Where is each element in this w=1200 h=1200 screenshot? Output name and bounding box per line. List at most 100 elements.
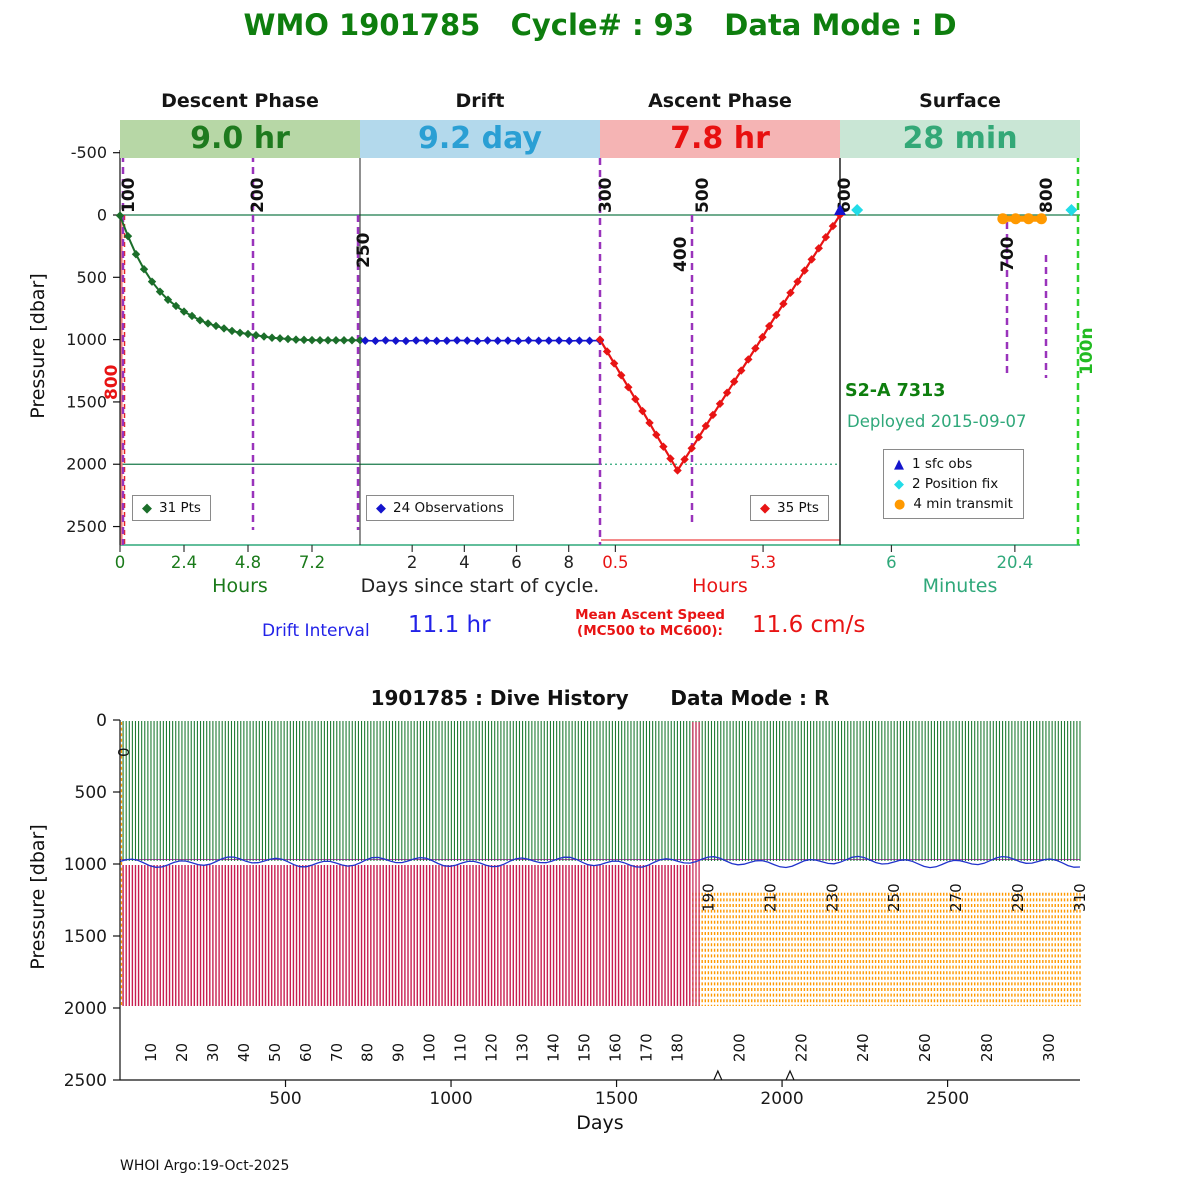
svg-text:2: 2: [407, 553, 418, 572]
legend-descent-label: 31 Pts: [159, 500, 201, 516]
ascent-speed-label-line1: Mean Ascent Speed: [575, 607, 725, 623]
axis-label-ascent-hours: Hours: [692, 575, 748, 597]
svg-text:230: 230: [823, 883, 841, 912]
phase-name-ascent: Ascent Phase: [648, 90, 792, 112]
svg-text:60: 60: [297, 1043, 315, 1062]
svg-text:110: 110: [452, 1033, 470, 1062]
ascent-speed-label: Mean Ascent Speed (MC500 to MC600):: [540, 607, 760, 639]
svg-text:180: 180: [668, 1033, 686, 1062]
svg-text:800: 800: [102, 364, 122, 400]
svg-text:90: 90: [390, 1043, 408, 1062]
svg-text:20.4: 20.4: [996, 553, 1033, 572]
diamond-icon: ◆: [376, 500, 386, 516]
svg-text:240: 240: [854, 1033, 872, 1062]
top-chart-ylabel: Pressure [dbar]: [27, 273, 49, 419]
svg-text:280: 280: [978, 1033, 996, 1062]
svg-text:1500: 1500: [64, 927, 107, 947]
svg-text:2.4: 2.4: [171, 553, 197, 572]
svg-text:500: 500: [693, 177, 713, 213]
svg-text:130: 130: [514, 1033, 532, 1062]
diamond-icon: ◆: [760, 500, 770, 516]
diamond-icon: ◆: [142, 500, 152, 516]
svg-text:120: 120: [483, 1033, 501, 1062]
min-transmit-label: 4 min transmit: [913, 496, 1013, 512]
phase-name-descent: Descent Phase: [161, 90, 319, 112]
svg-text:80: 80: [359, 1043, 377, 1062]
legend-ascent-label: 35 Pts: [777, 500, 819, 516]
ascent-speed-value: 11.6 cm/s: [752, 612, 866, 638]
sfc-obs-label: 1 sfc obs: [912, 456, 973, 472]
band-ascent: 7.8 hr: [600, 120, 840, 158]
svg-text:210: 210: [761, 883, 779, 912]
svg-text:200: 200: [730, 1033, 748, 1062]
surface-duration: 28 min: [902, 121, 1018, 156]
svg-text:250: 250: [354, 232, 374, 268]
svg-text:190: 190: [699, 883, 717, 912]
axis-label-descent-hours: Hours: [212, 575, 268, 597]
deployed-date: Deployed 2015-09-07: [847, 412, 1027, 431]
legend-row-sfc-obs: ▲ 1 sfc obs: [894, 456, 1013, 472]
diamond-icon: ◆: [894, 476, 904, 492]
svg-text:5.3: 5.3: [750, 553, 776, 572]
footer-credit: WHOI Argo:19-Oct-2025: [120, 1158, 290, 1174]
svg-text:20: 20: [173, 1043, 191, 1062]
surface-legend: ▲ 1 sfc obs ◆ 2 Position fix ● 4 min tra…: [883, 449, 1024, 519]
svg-text:250: 250: [885, 883, 903, 912]
svg-text:2500: 2500: [66, 517, 107, 536]
svg-text:8: 8: [563, 553, 574, 572]
svg-text:2000: 2000: [64, 999, 107, 1019]
page-title: WMO 1901785 Cycle# : 93 Data Mode : D: [243, 8, 957, 42]
svg-text:500: 500: [269, 1089, 301, 1109]
svg-text:600: 600: [835, 177, 855, 213]
circle-icon: ●: [894, 496, 906, 512]
svg-text:700: 700: [998, 236, 1018, 272]
svg-text:1000: 1000: [66, 330, 107, 349]
bottom-chart-ylabel: Pressure [dbar]: [27, 824, 49, 970]
band-drift: 9.2 day: [360, 120, 600, 158]
svg-text:140: 140: [545, 1033, 563, 1062]
svg-text:0: 0: [115, 553, 126, 572]
svg-text:100n: 100n: [1077, 327, 1097, 375]
svg-text:170: 170: [637, 1033, 655, 1062]
dive-history-title: 1901785 : Dive History Data Mode : R: [370, 686, 830, 710]
descent-duration: 9.0 hr: [190, 121, 290, 156]
svg-text:100: 100: [119, 177, 139, 213]
phase-name-surface: Surface: [919, 90, 1001, 112]
bottom-chart-xlabel: Days: [576, 1112, 624, 1134]
svg-text:2000: 2000: [66, 455, 107, 474]
svg-text:200: 200: [248, 177, 268, 213]
svg-text:70: 70: [328, 1043, 346, 1062]
svg-text:10: 10: [142, 1043, 160, 1062]
svg-text:290: 290: [1009, 883, 1027, 912]
svg-text:500: 500: [76, 268, 107, 287]
svg-text:400: 400: [671, 236, 691, 272]
phase-name-drift: Drift: [455, 90, 505, 112]
svg-text:1000: 1000: [429, 1089, 472, 1109]
svg-text:30: 30: [204, 1043, 222, 1062]
svg-text:160: 160: [606, 1033, 624, 1062]
svg-text:7.2: 7.2: [299, 553, 325, 572]
axis-label-surface-minutes: Minutes: [922, 575, 998, 597]
legend-row-position-fix: ◆ 2 Position fix: [894, 476, 1013, 492]
drift-interval-label: Drift Interval: [262, 621, 370, 641]
svg-text:4.8: 4.8: [235, 553, 261, 572]
svg-text:800: 800: [1037, 177, 1057, 213]
svg-text:2000: 2000: [760, 1089, 803, 1109]
svg-text:0: 0: [115, 747, 133, 757]
svg-text:0: 0: [96, 711, 107, 731]
svg-text:300: 300: [1040, 1033, 1058, 1062]
svg-text:6: 6: [886, 553, 897, 572]
ascent-speed-label-line2: (MC500 to MC600):: [577, 622, 723, 639]
legend-drift-label: 24 Observations: [393, 500, 504, 516]
svg-text:310: 310: [1071, 883, 1089, 912]
svg-text:1500: 1500: [595, 1089, 638, 1109]
legend-drift-obs: ◆ 24 Observations: [366, 495, 514, 521]
svg-text:150: 150: [576, 1033, 594, 1062]
legend-descent-pts: ◆ 31 Pts: [132, 495, 211, 521]
svg-text:270: 270: [947, 883, 965, 912]
legend-row-min-transmit: ● 4 min transmit: [894, 496, 1013, 512]
svg-text:0.5: 0.5: [602, 553, 628, 572]
svg-text:0: 0: [97, 206, 107, 225]
svg-text:40: 40: [235, 1043, 253, 1062]
